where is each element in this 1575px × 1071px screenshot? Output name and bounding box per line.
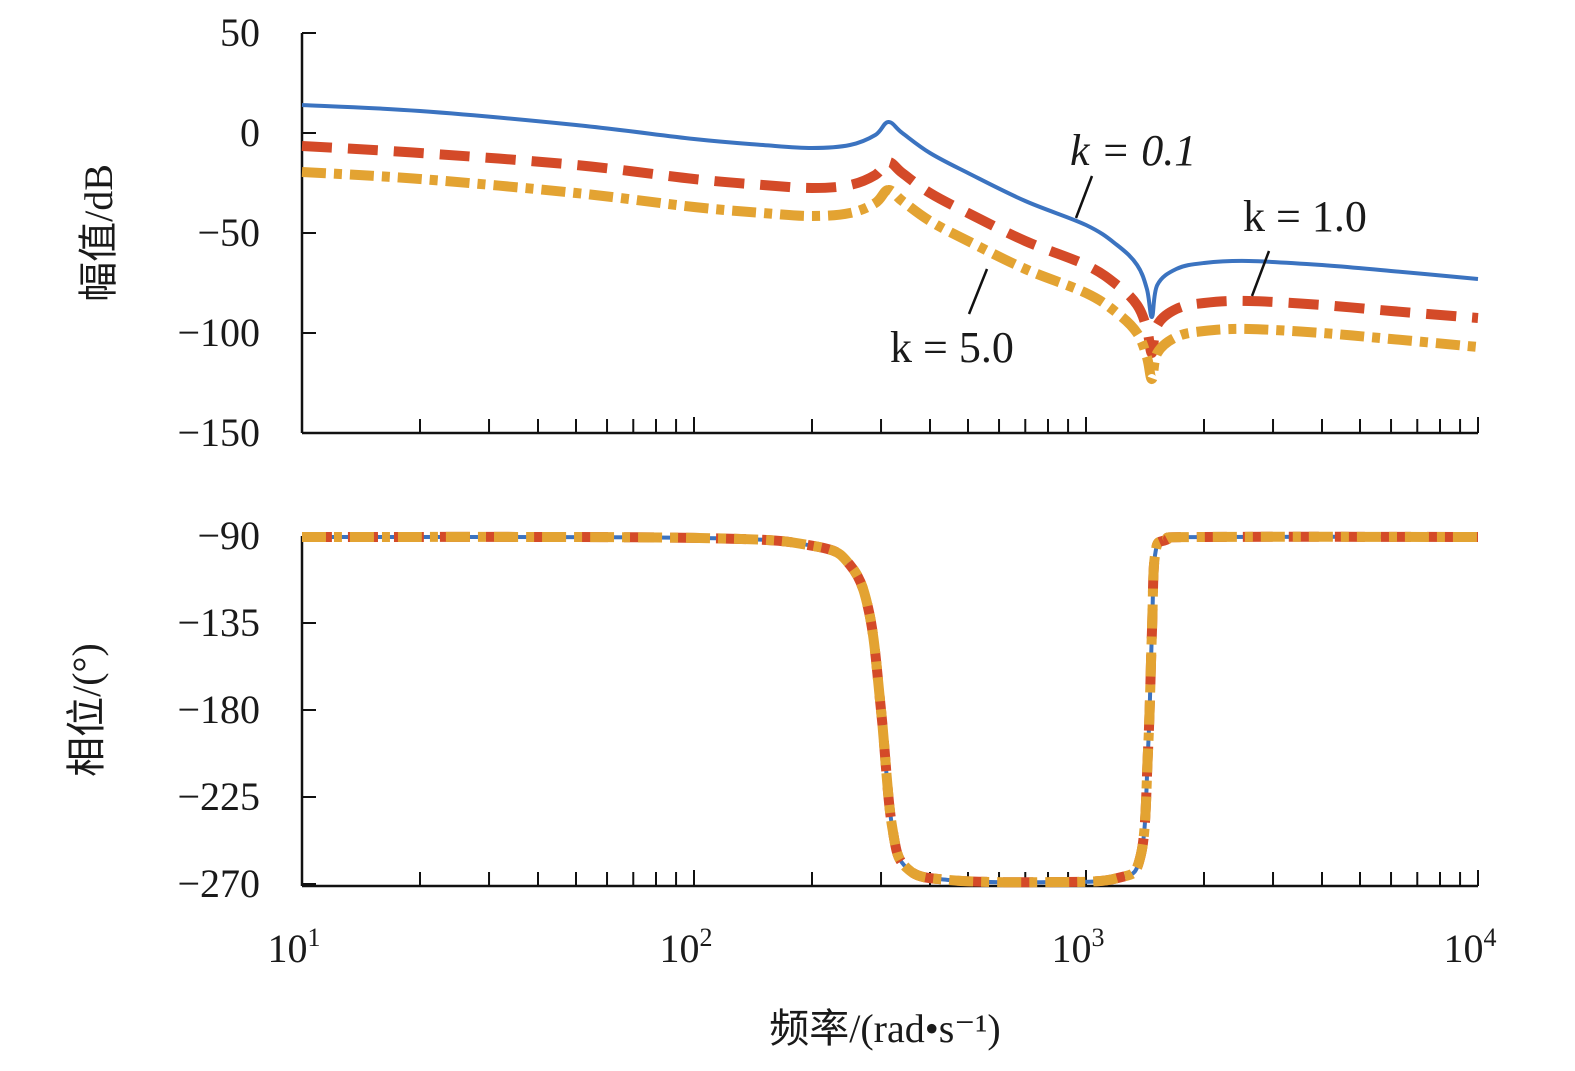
x-tick-label: 102 bbox=[660, 923, 713, 971]
annotation-label: k = 5.0 bbox=[890, 323, 1014, 372]
y-tick-label: −180 bbox=[177, 687, 260, 732]
annotation-k-1.0: k = 1.0 bbox=[1243, 192, 1367, 297]
series-line-k-1.0 bbox=[301, 141, 1479, 359]
x-tick-label: 103 bbox=[1052, 923, 1105, 971]
series-line-k-0.1 bbox=[301, 103, 1479, 320]
series-line-k-5.0 bbox=[301, 167, 1479, 385]
y-tick-label: −135 bbox=[177, 600, 260, 645]
annotation-label: k = 1.0 bbox=[1243, 192, 1367, 241]
annotation-label: k = 0.1 bbox=[1070, 126, 1196, 175]
y-tick-label: −225 bbox=[177, 774, 260, 819]
phase-axis-title: 相位/(°) bbox=[64, 643, 109, 777]
y-tick-label: −90 bbox=[197, 513, 260, 558]
magnitude-series bbox=[301, 103, 1479, 385]
phase-series bbox=[301, 531, 1479, 888]
y-tick-label: −150 bbox=[177, 410, 260, 455]
y-tick-label: −50 bbox=[197, 210, 260, 255]
y-tick-label: −270 bbox=[177, 861, 260, 906]
magnitude-axes: 50 0 −50 −100 −150 bbox=[177, 10, 1479, 455]
series-line-k-5.0 bbox=[301, 531, 1479, 888]
y-tick-label: 0 bbox=[240, 110, 260, 155]
x-tick-label: 101 bbox=[268, 923, 321, 971]
magnitude-axis-title: 幅值/dB bbox=[76, 164, 121, 302]
y-tick-label: 50 bbox=[220, 10, 260, 55]
x-tick-label: 104 bbox=[1444, 923, 1497, 971]
annotation-k-0.1: k = 0.1 bbox=[1070, 126, 1196, 219]
y-tick-label: −100 bbox=[177, 310, 260, 355]
frequency-axis-title: 频率/(rad•s⁻¹) bbox=[769, 1006, 1001, 1051]
annotation-k-5.0: k = 5.0 bbox=[890, 268, 1014, 372]
